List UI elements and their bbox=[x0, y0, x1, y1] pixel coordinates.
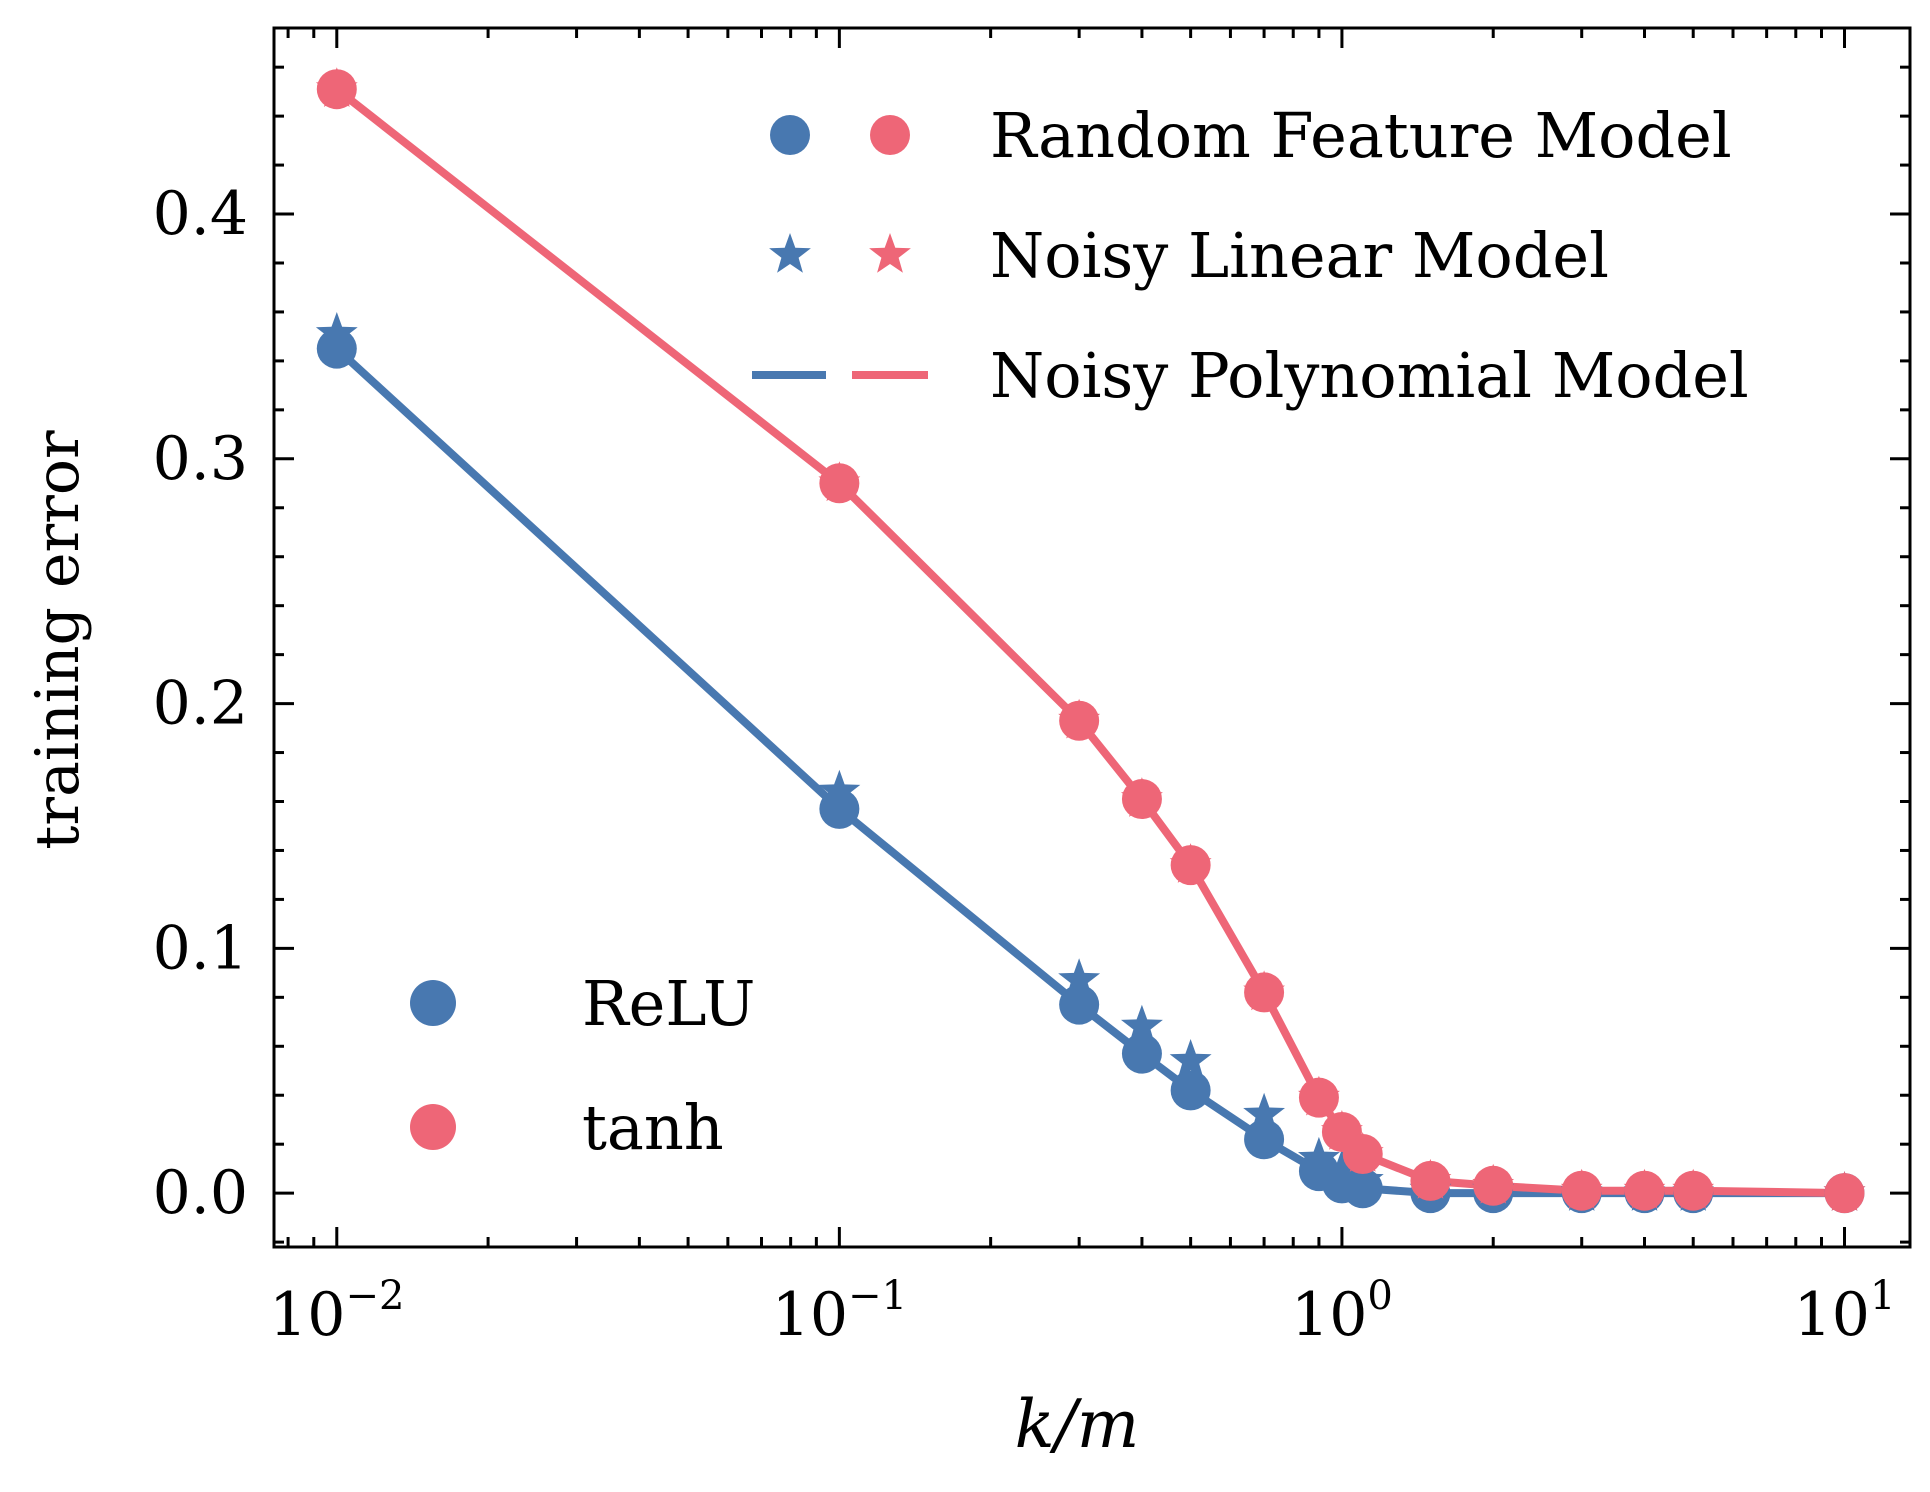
x-tick-label: 101 bbox=[1794, 1273, 1896, 1350]
x-tick-label: 100 bbox=[1291, 1273, 1393, 1350]
point-tanh bbox=[316, 69, 357, 110]
series-markers bbox=[315, 67, 1866, 1214]
y-tick-label: 0.0 bbox=[153, 1158, 248, 1228]
point-tanh bbox=[1410, 1160, 1451, 1201]
y-tick-label: 0.3 bbox=[153, 424, 248, 494]
point-tanh bbox=[1342, 1133, 1383, 1174]
point-tanh bbox=[1121, 779, 1162, 820]
point-tanh bbox=[819, 463, 860, 504]
tick-marks bbox=[274, 28, 1910, 1247]
point-tanh bbox=[1298, 1077, 1339, 1118]
legend-activation-marker bbox=[410, 980, 456, 1026]
star-relu bbox=[1169, 1039, 1212, 1079]
x-tick-label: 10−2 bbox=[269, 1273, 404, 1350]
point-relu bbox=[1121, 1033, 1162, 1074]
legend-models: Random Feature Model Noisy Linear Model No… bbox=[752, 99, 1749, 412]
point-relu bbox=[1170, 1070, 1211, 1111]
point-tanh bbox=[1244, 972, 1285, 1013]
legend-activations: ReLU tanh bbox=[410, 967, 755, 1164]
legend-rf-relu-marker bbox=[770, 115, 810, 155]
point-tanh bbox=[1170, 845, 1211, 886]
legend-model-label: Random Feature Model bbox=[990, 99, 1732, 172]
legend-activation-label: tanh bbox=[582, 1091, 724, 1164]
poly-line-relu bbox=[332, 344, 1849, 1198]
tick-labels: 10−2 10−1 100 101 0.0 0.1 0.2 0.3 0.4 bbox=[153, 179, 1896, 1350]
point-relu bbox=[316, 328, 357, 369]
point-relu bbox=[819, 788, 860, 829]
star-relu bbox=[1121, 1004, 1163, 1045]
legend-rf-tanh-marker bbox=[870, 115, 910, 155]
point-relu bbox=[1244, 1119, 1285, 1160]
point-tanh bbox=[1624, 1170, 1665, 1211]
legend-nl-tanh-marker bbox=[869, 233, 911, 273]
point-tanh bbox=[1059, 700, 1100, 741]
x-axis-label: k/m bbox=[1015, 1386, 1140, 1463]
legend-model-label: Noisy Polynomial Model bbox=[990, 339, 1749, 412]
x-tick-label: 10−1 bbox=[772, 1273, 907, 1350]
point-tanh bbox=[1473, 1165, 1514, 1206]
point-tanh bbox=[1824, 1173, 1865, 1214]
point-tanh bbox=[1561, 1170, 1602, 1211]
y-tick-label: 0.4 bbox=[153, 179, 248, 249]
point-tanh bbox=[1673, 1170, 1714, 1211]
y-tick-label: 0.1 bbox=[153, 913, 248, 983]
y-axis-label: training error bbox=[23, 430, 93, 850]
x-axis-label-text: k/m bbox=[1015, 1386, 1140, 1463]
y-tick-label: 0.2 bbox=[153, 669, 248, 739]
legend-nl-relu-marker bbox=[769, 233, 811, 273]
point-relu bbox=[1342, 1168, 1383, 1209]
axes-frame bbox=[272, 26, 1912, 1249]
legend-model-label: Noisy Linear Model bbox=[990, 219, 1609, 292]
star-relu bbox=[1243, 1092, 1285, 1133]
legend-activation-marker bbox=[410, 1104, 456, 1150]
star-relu bbox=[1058, 958, 1101, 998]
point-relu bbox=[1059, 984, 1100, 1025]
legend-activation-label: ReLU bbox=[582, 967, 755, 1040]
